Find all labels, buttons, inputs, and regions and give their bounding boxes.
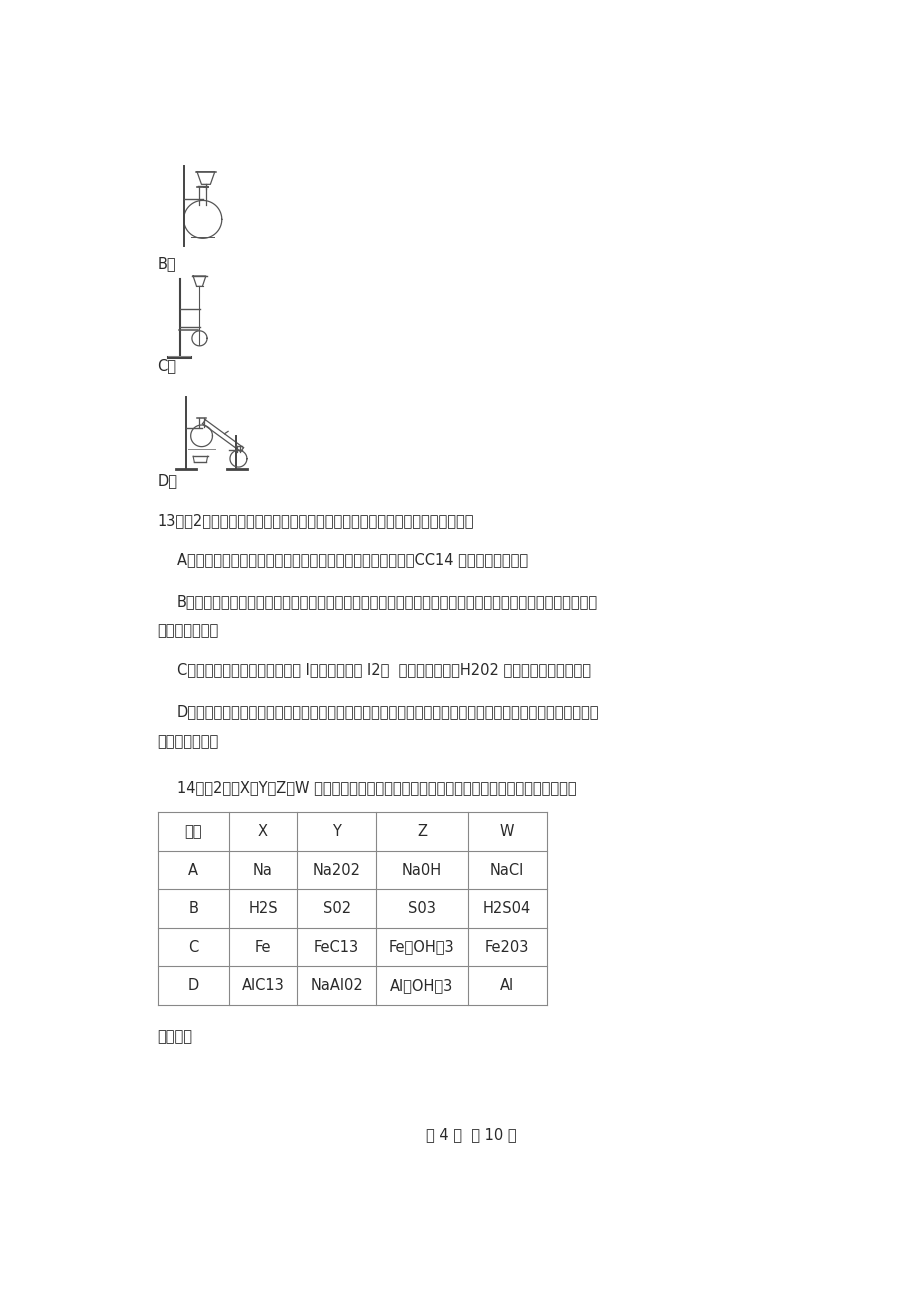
Text: Na0H: Na0H <box>402 862 441 878</box>
Text: FeC13: FeC13 <box>313 940 358 954</box>
Text: Al: Al <box>500 978 514 993</box>
Text: 14．（2分）X、Y、Z、W 四种物质间的转化关系如图所示，下列转化关系中不能一步实现的是: 14．（2分）X、Y、Z、W 四种物质间的转化关系如图所示，下列转化关系中不能一… <box>176 780 576 796</box>
Text: Na202: Na202 <box>312 862 360 878</box>
Text: NaCl: NaCl <box>490 862 524 878</box>
Text: 被反应掉的依据: 被反应掉的依据 <box>157 624 219 638</box>
Text: B．: B． <box>157 256 176 271</box>
Text: AlC13: AlC13 <box>242 978 284 993</box>
Text: C: C <box>188 940 199 954</box>
Text: A．往新配制的可溶性淀粉溶液中滴加碘水，溶液显蓝色，用CC14 不能从中萃取出碘: A．往新配制的可溶性淀粉溶液中滴加碘水，溶液显蓝色，用CC14 不能从中萃取出碘 <box>176 552 528 566</box>
Text: S02: S02 <box>323 901 350 917</box>
Text: H2S: H2S <box>248 901 278 917</box>
Text: Fe: Fe <box>255 940 271 954</box>
Text: S03: S03 <box>407 901 436 917</box>
Text: C．: C． <box>157 358 176 372</box>
Text: NaAl02: NaAl02 <box>310 978 363 993</box>
Text: 选项: 选项 <box>185 824 202 838</box>
Text: 第 4 页  共 10 页: 第 4 页 共 10 页 <box>425 1126 516 1142</box>
Text: （　　）: （ ） <box>157 1030 192 1044</box>
Text: X: X <box>257 824 267 838</box>
Text: Z: Z <box>416 824 426 838</box>
Text: 13．（2分）下列结论均出自《实验化学》中的实验，其中不正确的是（　　）: 13．（2分）下列结论均出自《实验化学》中的实验，其中不正确的是（ ） <box>157 513 473 529</box>
Text: Y: Y <box>332 824 341 838</box>
Text: Fe（OH）3: Fe（OH）3 <box>389 940 454 954</box>
Text: Al（OH）3: Al（OH）3 <box>390 978 453 993</box>
Text: Fe203: Fe203 <box>484 940 528 954</box>
Text: Na: Na <box>253 862 273 878</box>
Text: D: D <box>187 978 199 993</box>
Text: H2S04: H2S04 <box>482 901 530 917</box>
Text: A: A <box>188 862 199 878</box>
Text: 将溶液全部蒸干: 将溶液全部蒸干 <box>157 734 219 749</box>
Text: B: B <box>188 901 198 917</box>
Text: B．当锌完全溶解后，铁与酸反应产生氢气的速率会显著减慢，此现象可作为判断镀锌铁皮中锌镀层是否完全: B．当锌完全溶解后，铁与酸反应产生氢气的速率会显著减慢，此现象可作为判断镀锌铁皮… <box>176 595 597 609</box>
Text: W: W <box>499 824 514 838</box>
Text: D．制备硫酸亚铁铵晶体时，最后在蒸发皿中蒸发浓缩溶液时，只需小火加热至溶液表面出现晶膜为止，不能: D．制备硫酸亚铁铵晶体时，最后在蒸发皿中蒸发浓缩溶液时，只需小火加热至溶液表面出… <box>176 704 599 720</box>
Text: C．提取海带中碘元素，为保证 I－完全氧化为 I2，  加入的氧化剂（H202 或新制氯水）均应过量: C．提取海带中碘元素，为保证 I－完全氧化为 I2， 加入的氧化剂（H202 或… <box>176 663 590 677</box>
Text: D．: D． <box>157 474 177 488</box>
